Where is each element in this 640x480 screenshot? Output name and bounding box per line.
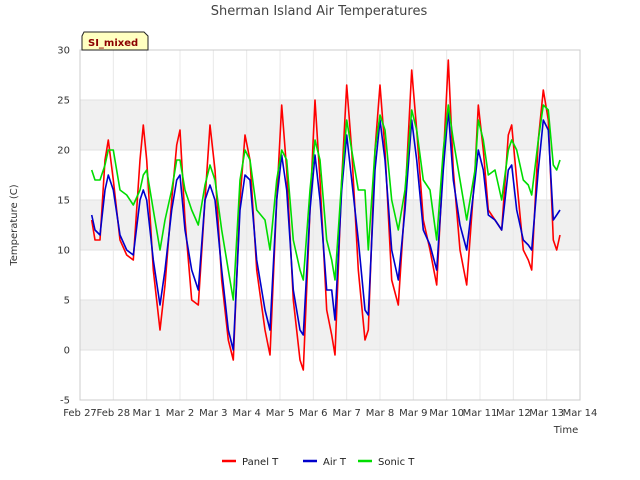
x-tick-label: Mar 12 bbox=[496, 408, 531, 419]
x-tick-label: Mar 5 bbox=[266, 408, 294, 419]
plot-frame bbox=[79, 49, 581, 401]
x-tick-label: Mar 1 bbox=[132, 408, 160, 419]
x-tick-label: Mar 10 bbox=[429, 408, 464, 419]
x-tick-label: Mar 4 bbox=[232, 408, 260, 419]
legend-label: Panel T bbox=[242, 457, 279, 468]
x-tick-label: Mar 13 bbox=[529, 408, 564, 419]
x-tick-label: Mar 14 bbox=[563, 408, 598, 419]
legend-item-sonic-t: Sonic T bbox=[358, 457, 415, 468]
plot-area bbox=[80, 100, 580, 350]
x-axis-label: Time bbox=[553, 425, 578, 436]
site-badge-label: SI_mixed bbox=[88, 38, 138, 49]
shaded-band-1 bbox=[80, 200, 580, 250]
y-tick-label: -5 bbox=[60, 396, 70, 407]
legend-label: Sonic T bbox=[378, 457, 415, 468]
y-axis-ticks: -5 0 5 10 15 20 25 30 bbox=[57, 46, 70, 407]
x-tick-label: Feb 27 bbox=[63, 408, 97, 419]
y-tick-label: 30 bbox=[57, 46, 70, 57]
series-line-sonic-t bbox=[90, 104, 561, 301]
x-tick-label: Feb 28 bbox=[97, 408, 131, 419]
x-tick-label: Mar 3 bbox=[199, 408, 227, 419]
series-layer bbox=[90, 59, 561, 371]
shaded-band-2 bbox=[80, 100, 580, 150]
y-tick-label: 25 bbox=[57, 96, 70, 107]
series-line-air-t bbox=[90, 109, 561, 351]
y-tick-label: 20 bbox=[57, 146, 70, 157]
y-axis-label: Temperature (C) bbox=[9, 184, 20, 266]
y-tick-label: 0 bbox=[64, 346, 70, 357]
y-tick-label: 10 bbox=[57, 246, 70, 257]
x-tick-label: Mar 7 bbox=[332, 408, 360, 419]
site-badge-box bbox=[81, 31, 149, 51]
x-tick-label: Mar 9 bbox=[399, 408, 427, 419]
legend-item-panel-t: Panel T bbox=[222, 457, 279, 468]
legend-item-air-t: Air T bbox=[303, 457, 347, 468]
x-axis-ticks: Feb 27 Feb 28 Mar 1 Mar 2 Mar 3 Mar 4 Mar 5 Mar… bbox=[63, 408, 597, 419]
chart-title: Sherman Island Air Temperatures bbox=[211, 4, 428, 19]
x-tick-label: Mar 2 bbox=[166, 408, 194, 419]
x-tick-label: Mar 8 bbox=[366, 408, 394, 419]
y-tick-label: 5 bbox=[64, 296, 70, 307]
legend-label: Air T bbox=[323, 457, 347, 468]
x-tick-label: Mar 6 bbox=[299, 408, 327, 419]
x-tick-label: Mar 11 bbox=[463, 408, 498, 419]
y-tick-label: 15 bbox=[57, 196, 70, 207]
site-badge: SI_mixed bbox=[81, 31, 149, 51]
legend: Panel T Air T Sonic T bbox=[222, 457, 415, 468]
